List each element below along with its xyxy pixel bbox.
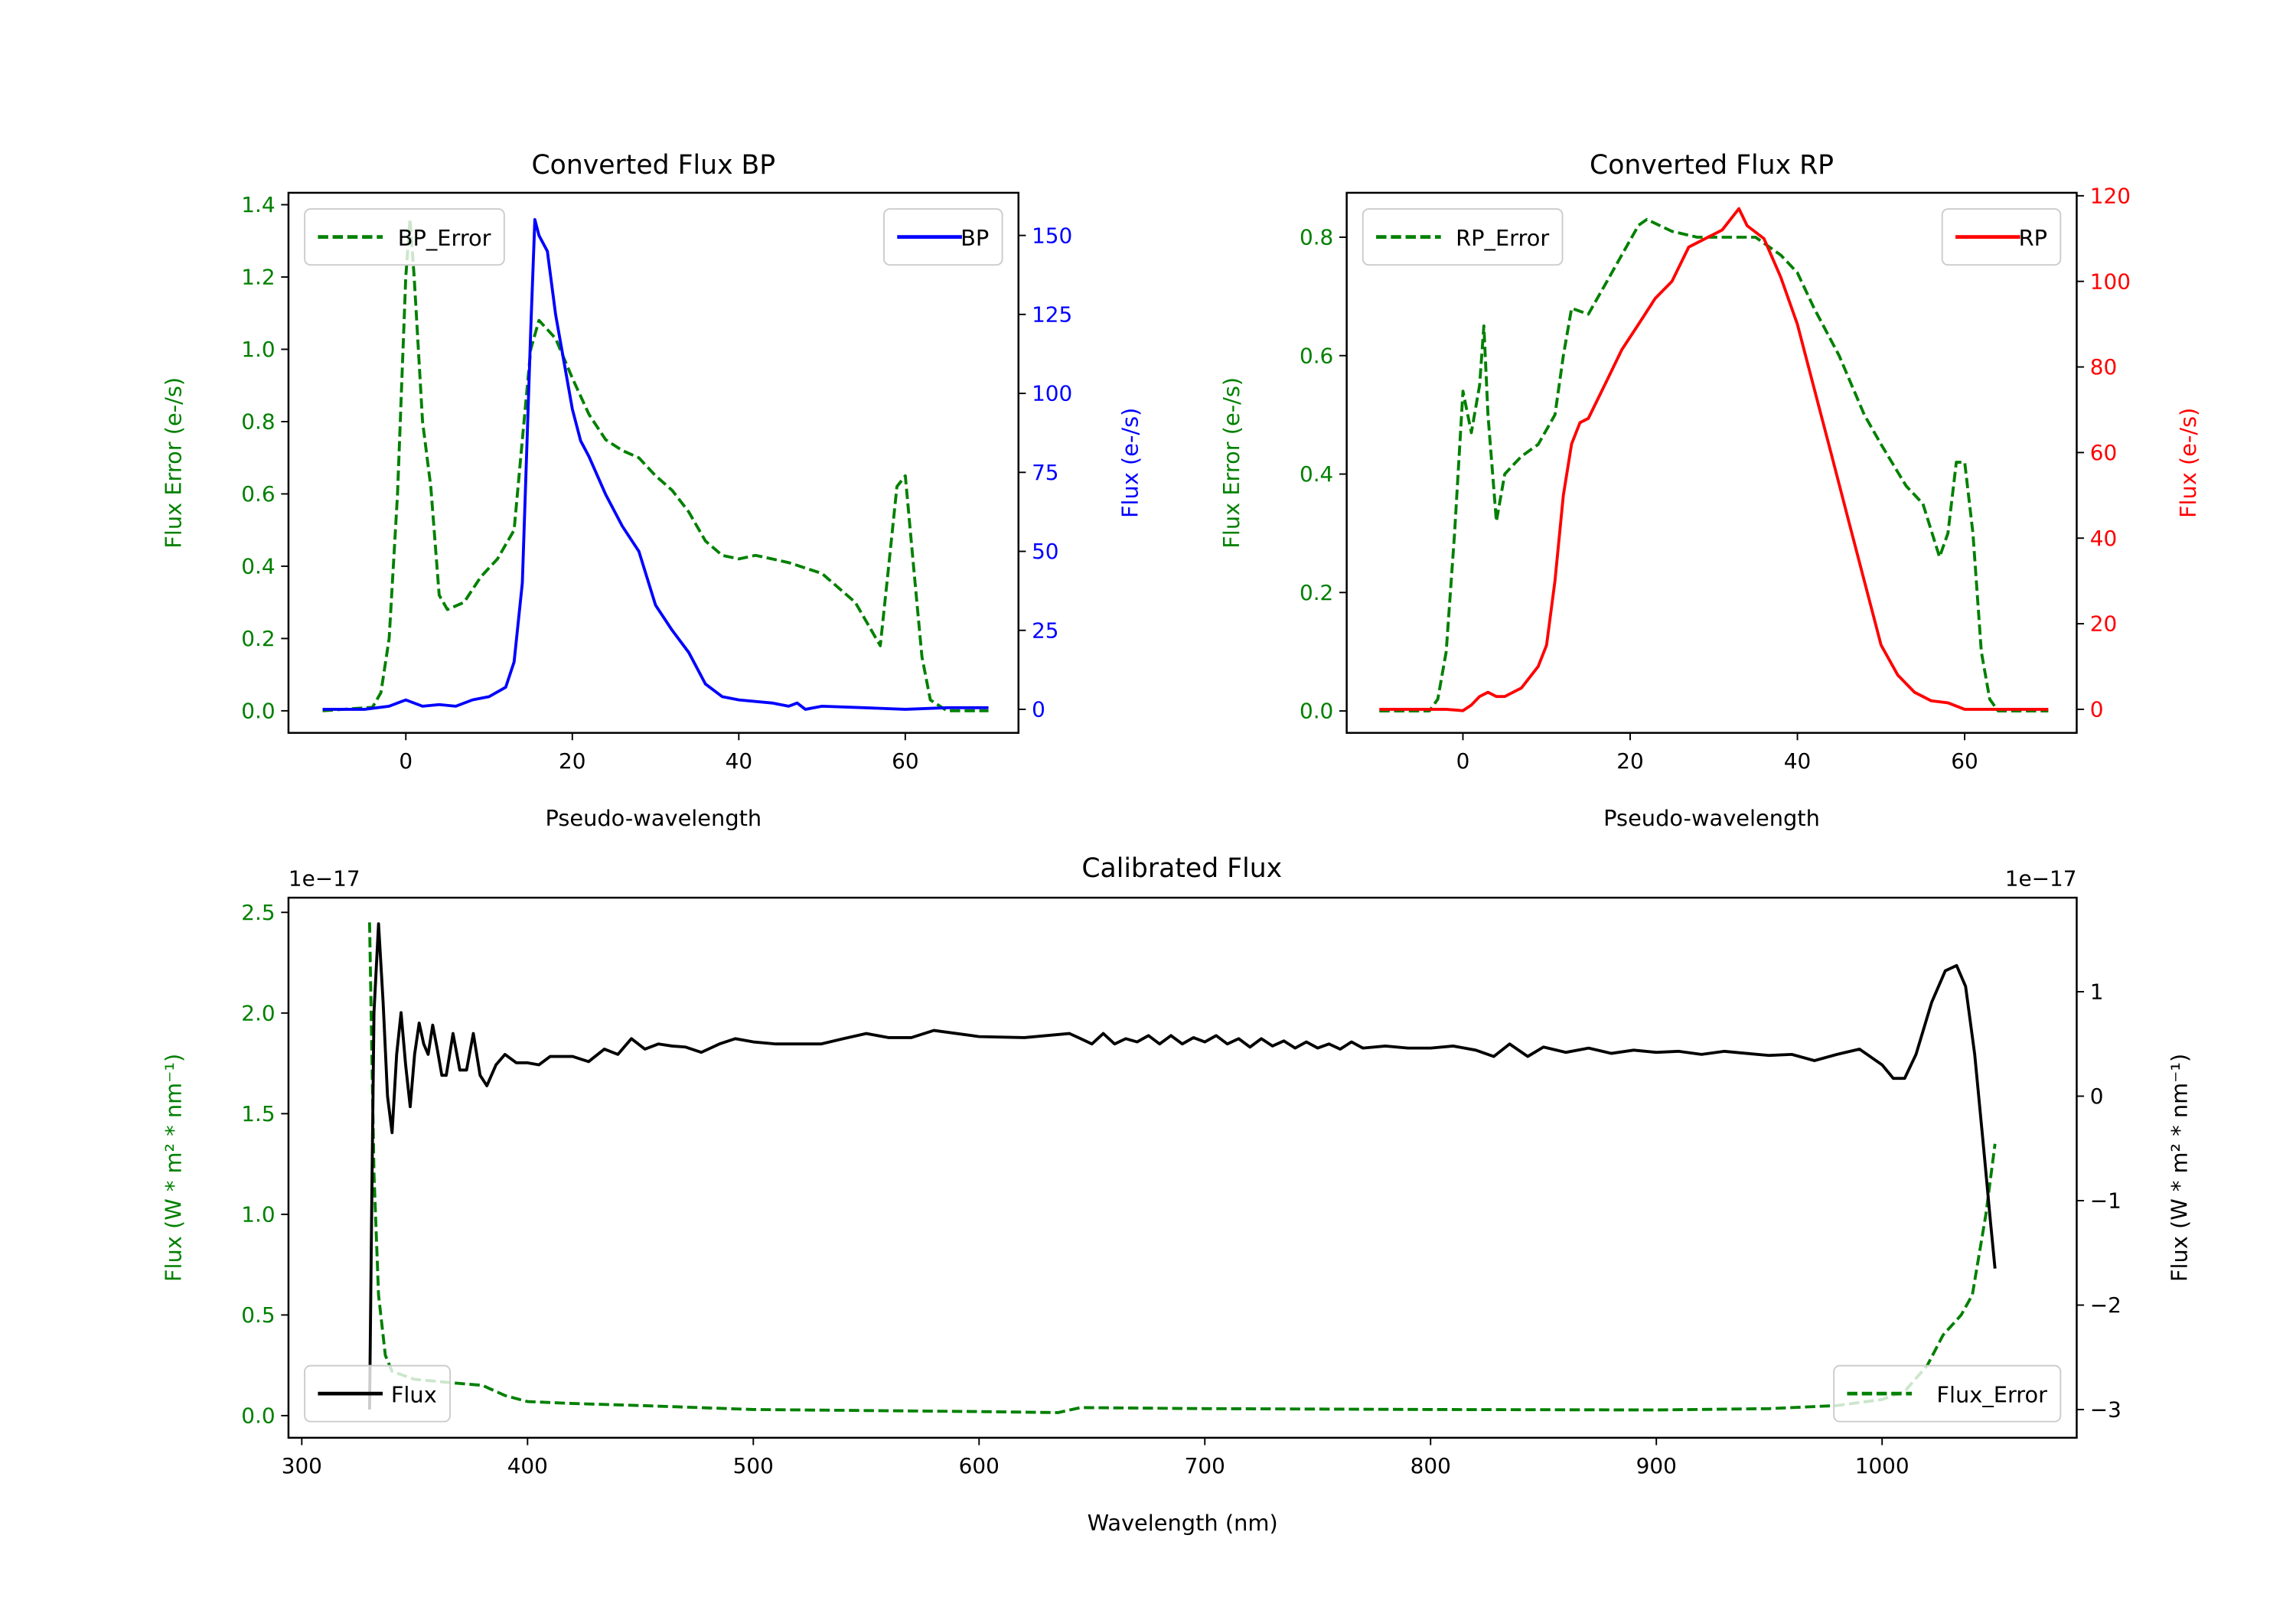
- y-left-tick-label: 1.4: [241, 192, 275, 217]
- y-left-tick-label: 0.8: [1300, 225, 1333, 250]
- series-line-bp: [322, 218, 989, 711]
- y-left-tick-label: 1.0: [241, 1201, 275, 1227]
- y-right-tick-label: 0: [2090, 1084, 2104, 1109]
- y-right-tick-label: 120: [2090, 183, 2131, 208]
- legend-label: RP: [2019, 225, 2047, 251]
- legend-label: BP_Error: [398, 225, 491, 251]
- y-left-tick-label: 0.0: [1300, 699, 1333, 724]
- legend-label: Flux_Error: [1936, 1382, 2047, 1408]
- y-left-tick-label: 0.4: [1300, 461, 1333, 487]
- y-right-tick-label: 0: [1032, 697, 1045, 722]
- y-right-tick-label: 20: [2090, 611, 2117, 637]
- legend-label: BP: [960, 225, 989, 251]
- y-right-tick-label: 0: [2090, 697, 2104, 722]
- x-tick-label: 500: [733, 1453, 774, 1478]
- x-axis-label: Pseudo-wavelength: [1603, 805, 1820, 831]
- x-tick-label: 0: [1456, 748, 1470, 774]
- y-right-offset-label: 1e−17: [2005, 866, 2077, 892]
- y-right-axis-label: Flux (W * m² * nm⁻¹): [2167, 1054, 2193, 1282]
- y-left-tick-label: 1.5: [241, 1101, 275, 1126]
- y-right-tick-label: 80: [2090, 354, 2117, 380]
- y-right-tick-label: 1: [2090, 980, 2104, 1005]
- x-axis-label: Wavelength (nm): [1088, 1510, 1278, 1536]
- x-tick-label: 800: [1411, 1453, 1451, 1478]
- x-tick-label: 20: [559, 748, 585, 774]
- legend-rp-error: RP_Error: [1362, 208, 1564, 266]
- y-left-tick-label: 2.0: [241, 1000, 275, 1025]
- x-tick-label: 60: [892, 748, 918, 774]
- legend-flux: Flux: [304, 1364, 452, 1423]
- y-left-tick-label: 0.2: [1300, 580, 1333, 605]
- x-tick-label: 900: [1636, 1453, 1677, 1478]
- x-tick-label: 700: [1185, 1453, 1225, 1478]
- legend-box: [1833, 1364, 2062, 1423]
- legend-label: RP_Error: [1456, 225, 1549, 251]
- y-left-tick-label: 0.4: [241, 554, 275, 579]
- y-left-tick-label: 2.5: [241, 900, 275, 925]
- y-right-tick-label: 100: [1032, 381, 1072, 406]
- y-left-tick-label: 1.0: [241, 337, 275, 362]
- series-line-flux-error: [367, 922, 1997, 1414]
- x-tick-label: 60: [1951, 748, 1978, 774]
- y-right-tick-label: −3: [2090, 1397, 2122, 1423]
- series-line-rp-error: [1379, 217, 2049, 712]
- y-right-tick-label: 60: [2090, 440, 2117, 465]
- y-left-axis-label: Flux Error (e-/s): [1218, 377, 1244, 549]
- y-left-tick-label: 0.0: [241, 698, 275, 723]
- x-tick-label: 20: [1616, 748, 1643, 774]
- series-line-rp: [1379, 207, 2049, 712]
- y-right-tick-label: −1: [2090, 1188, 2122, 1214]
- calibrated-flux-chart: Calibrated Flux 300 400 500 600 700 800 900 100…: [161, 853, 2193, 1536]
- legend-bp: BP: [883, 208, 1003, 266]
- y-right-tick-label: 125: [1032, 302, 1072, 327]
- y-right-tick-label: 100: [2090, 269, 2131, 294]
- legend-flux-error: Flux_Error: [1833, 1364, 2062, 1423]
- legend-box: [304, 208, 505, 266]
- y-left-tick-label: 0.6: [1300, 343, 1333, 368]
- x-axis-label: Pseudo-wavelength: [545, 805, 762, 831]
- legend-box: [1362, 208, 1564, 266]
- series-line-bp-error: [322, 217, 989, 712]
- y-left-tick-label: 0.0: [241, 1403, 275, 1429]
- y-right-tick-label: 40: [2090, 526, 2117, 551]
- y-right-tick-label: 75: [1032, 460, 1058, 485]
- y-right-axis-label: Flux (e-/s): [1117, 408, 1143, 518]
- chart-title: Converted Flux BP: [532, 150, 776, 181]
- legend-bp-error: BP_Error: [304, 208, 505, 266]
- legend-label: Flux: [391, 1382, 437, 1408]
- y-left-axis-label: Flux Error (e-/s): [161, 377, 187, 549]
- bp-chart: Converted Flux BP 0 20 40 60 0.0 0.2 0.4 0.6 0.8…: [161, 150, 1143, 831]
- x-tick-label: 1000: [1855, 1453, 1910, 1478]
- y-left-tick-label: 1.2: [241, 265, 275, 290]
- axes-frame: [287, 896, 2078, 1439]
- y-left-tick-label: 0.5: [241, 1302, 275, 1328]
- y-right-axis-label: Flux (e-/s): [2175, 408, 2201, 518]
- rp-chart: Converted Flux RP 0 20 40 60 0.0 0.2 0.4 0.6 0.8…: [1218, 150, 2201, 831]
- y-right-tick-label: 25: [1032, 618, 1058, 643]
- x-tick-label: 600: [959, 1453, 1000, 1478]
- y-right-tick-label: 50: [1032, 539, 1058, 564]
- y-left-tick-label: 0.6: [241, 481, 275, 507]
- x-tick-label: 0: [399, 748, 413, 774]
- chart-title: Converted Flux RP: [1590, 150, 1834, 181]
- x-tick-label: 300: [282, 1453, 322, 1478]
- x-tick-label: 40: [1784, 748, 1811, 774]
- series-line-flux: [367, 922, 1997, 1410]
- axes-frame: [287, 191, 1020, 734]
- y-left-tick-label: 0.8: [241, 409, 275, 435]
- y-left-offset-label: 1e−17: [289, 866, 360, 892]
- y-left-tick-label: 0.2: [241, 626, 275, 651]
- axes-frame: [1345, 191, 2078, 734]
- chart-title: Calibrated Flux: [1081, 853, 1282, 884]
- legend-rp: RP: [1941, 208, 2062, 266]
- y-left-axis-label: Flux (W * m² * nm⁻¹): [161, 1054, 187, 1282]
- x-tick-label: 400: [507, 1453, 548, 1478]
- y-right-tick-label: −2: [2090, 1292, 2122, 1318]
- y-right-tick-label: 150: [1032, 223, 1072, 248]
- x-tick-label: 40: [726, 748, 752, 774]
